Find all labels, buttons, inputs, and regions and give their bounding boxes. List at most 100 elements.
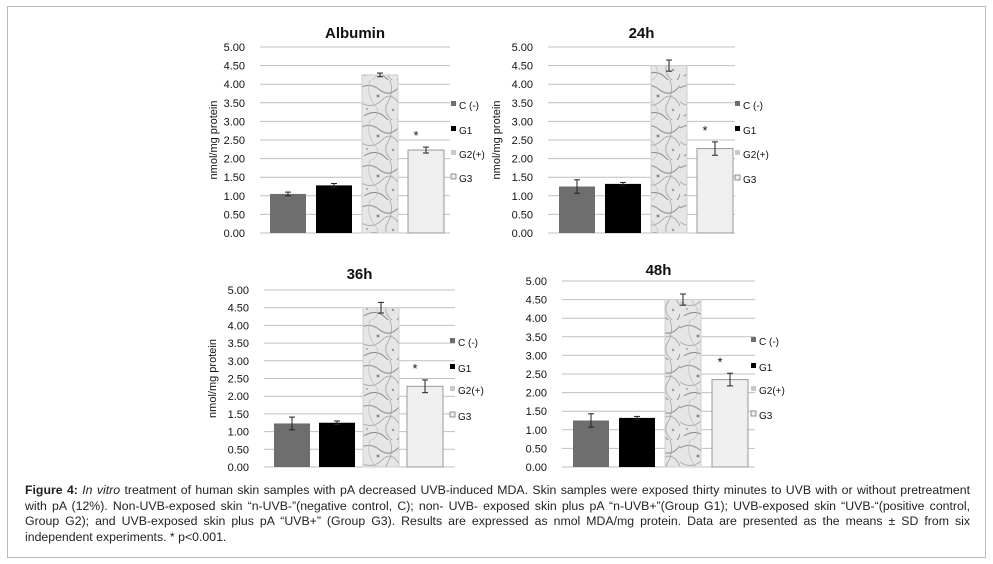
y-tick-label: 0.50 [228, 444, 249, 456]
bar-c [270, 193, 306, 233]
legend-label: G2(+) [759, 386, 785, 397]
y-tick-label: 3.50 [224, 98, 245, 110]
y-tick-label: 5.00 [526, 276, 547, 288]
y-tick-label: 4.00 [512, 79, 533, 91]
legend-swatch [450, 338, 455, 343]
legend-swatch [449, 411, 456, 418]
y-tick-label: 4.50 [228, 303, 249, 315]
y-tick-label: 4.50 [526, 295, 547, 307]
bar-c [573, 420, 609, 467]
bar-g3 [406, 385, 444, 468]
y-tick-label: 0.50 [526, 443, 547, 455]
legend-label: G1 [759, 363, 773, 374]
bar-g2 [650, 65, 688, 234]
y-tick-label: 3.00 [228, 356, 249, 368]
bar-g2 [362, 307, 400, 468]
figure-frame [7, 6, 986, 558]
y-tick-label: 1.00 [228, 427, 249, 439]
caption-italic: In vitro [82, 483, 121, 497]
legend-label: G3 [743, 175, 757, 186]
y-tick-label: 1.50 [512, 172, 533, 184]
y-tick-label: 1.50 [224, 172, 245, 184]
y-tick-label: 5.00 [512, 42, 533, 54]
legend-swatch [450, 386, 455, 391]
bar-g2 [361, 74, 399, 234]
legend-swatch [750, 410, 757, 417]
legend-label: G1 [458, 364, 472, 375]
significance-marker: * [412, 361, 417, 376]
significance-marker: * [702, 123, 707, 138]
y-tick-label: 3.50 [512, 98, 533, 110]
legend-label: G1 [459, 126, 473, 137]
legend-swatch [735, 126, 740, 131]
y-tick-label: 0.00 [224, 228, 245, 240]
legend-label: G1 [743, 126, 757, 137]
bar-g3 [711, 379, 749, 468]
chart-title: 36h [347, 266, 373, 283]
legend-swatch [735, 150, 740, 155]
y-tick-label: 5.00 [228, 285, 249, 297]
y-tick-label: 4.00 [224, 79, 245, 91]
y-axis-label: nmol/mg protein [491, 101, 503, 180]
bar-c [559, 186, 595, 233]
y-tick-label: 2.50 [224, 135, 245, 147]
y-tick-label: 4.50 [224, 61, 245, 73]
legend-swatch [734, 174, 741, 181]
y-tick-label: 1.50 [228, 409, 249, 421]
bar-g1 [619, 417, 655, 467]
legend-swatch [751, 363, 756, 368]
legend-label: C (-) [459, 101, 479, 112]
y-tick-label: 5.00 [224, 42, 245, 54]
y-tick-label: 0.00 [228, 462, 249, 474]
caption-label: Figure 4: [25, 483, 78, 497]
y-tick-label: 1.00 [224, 191, 245, 203]
y-axis-label: nmol/mg protein [208, 101, 220, 180]
legend-label: C (-) [458, 338, 478, 349]
y-tick-label: 1.00 [512, 191, 533, 203]
legend-label: C (-) [759, 337, 779, 348]
y-tick-label: 3.50 [526, 332, 547, 344]
y-tick-label: 3.50 [228, 338, 249, 350]
legend-label: G3 [459, 174, 473, 185]
y-tick-label: 2.00 [512, 154, 533, 166]
significance-marker: * [413, 128, 418, 143]
y-tick-label: 0.50 [512, 209, 533, 221]
bar-g3 [407, 149, 445, 234]
legend-swatch [451, 101, 456, 106]
legend-label: G3 [458, 412, 472, 423]
y-tick-label: 4.00 [526, 313, 547, 325]
y-tick-label: 0.50 [224, 209, 245, 221]
legend-swatch [450, 364, 455, 369]
legend-swatch [735, 101, 740, 106]
y-tick-label: 2.00 [224, 154, 245, 166]
y-tick-label: 2.00 [228, 391, 249, 403]
y-tick-label: 1.50 [526, 406, 547, 418]
y-tick-label: 2.00 [526, 388, 547, 400]
bar-g2 [664, 299, 702, 468]
bar-c [274, 423, 310, 467]
y-tick-label: 2.50 [512, 135, 533, 147]
legend-label: G2(+) [743, 150, 769, 161]
caption-text: treatment of human skin samples with pA … [25, 483, 970, 544]
legend-swatch [450, 173, 457, 180]
chart-title: 48h [646, 262, 672, 279]
y-tick-label: 3.00 [224, 116, 245, 128]
chart-title: 24h [629, 25, 655, 42]
legend-swatch [451, 150, 456, 155]
y-tick-label: 0.00 [512, 228, 533, 240]
significance-marker: * [717, 354, 722, 369]
figure-charts: 0.00 0.50 1.00 1.50 2.00 2.50 3.00 3.50 4.00 4.50… [207, 25, 785, 474]
legend-swatch [751, 337, 756, 342]
legend-label: C (-) [743, 101, 763, 112]
y-tick-label: 3.00 [526, 350, 547, 362]
y-tick-label: 1.00 [526, 425, 547, 437]
y-tick-label: 2.50 [228, 374, 249, 386]
y-axis-label: nmol/mg protein [207, 339, 219, 418]
chart-title: Albumin [325, 25, 385, 42]
bar-g1 [319, 422, 355, 467]
legend-swatch [451, 126, 456, 131]
figure-caption: Figure 4: In vitro treatment of human sk… [25, 483, 970, 545]
y-tick-label: 4.00 [228, 320, 249, 332]
legend-label: G3 [759, 411, 773, 422]
bar-g3 [696, 148, 734, 234]
